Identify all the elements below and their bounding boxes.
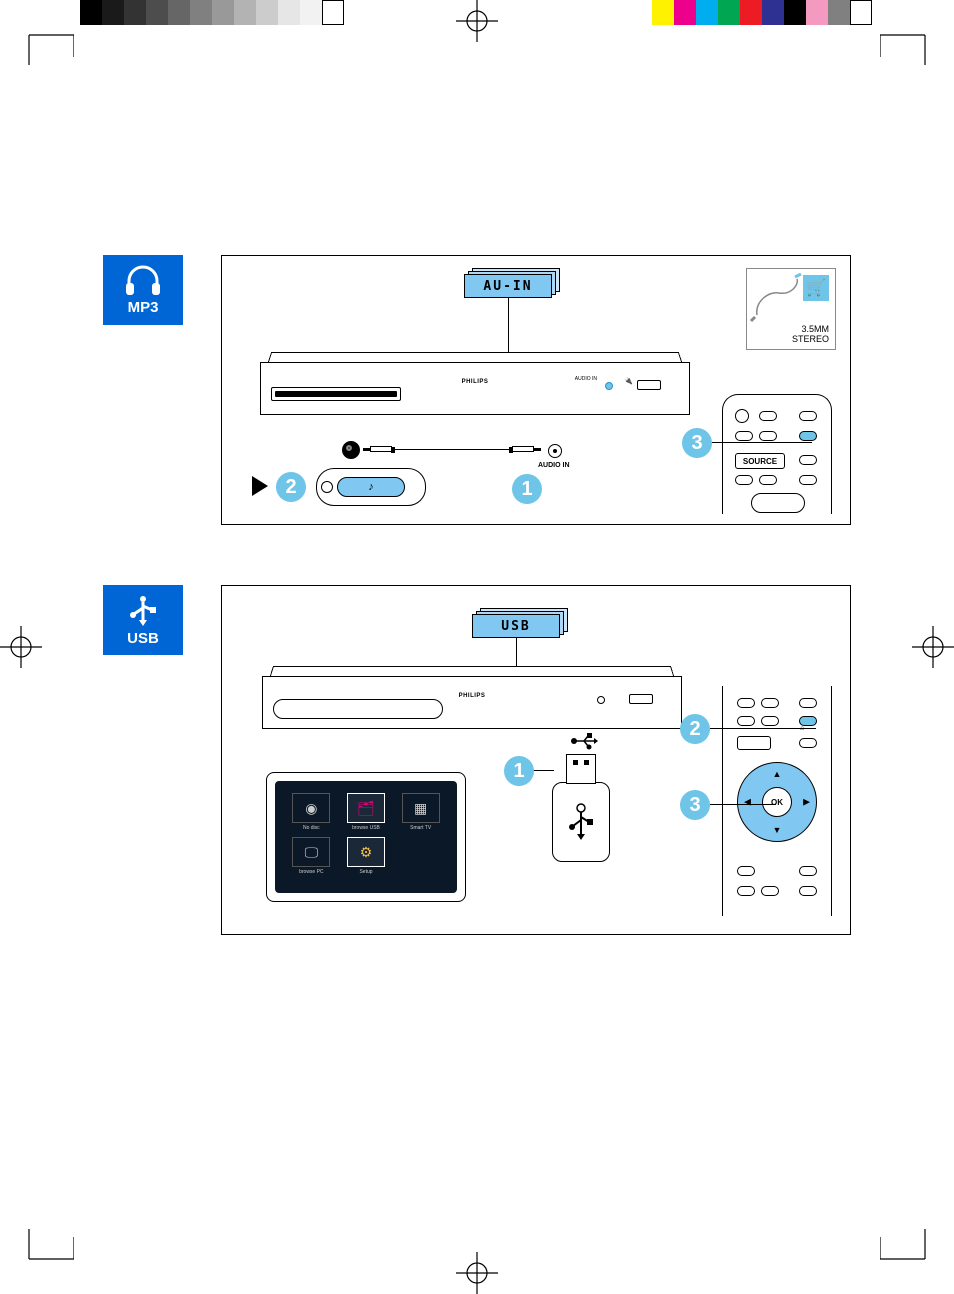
player-brand-usb: PHILIPS <box>459 693 486 699</box>
remote-usb: ⌂ ▲ ▼ ◀ ▶ OK <box>722 686 832 916</box>
mp3-player-device: ♪ <box>316 468 426 506</box>
mp3-tag-label: MP3 <box>128 299 159 316</box>
cable-jack-left <box>370 446 392 452</box>
menu-smart-tv[interactable]: ▦ <box>402 793 440 823</box>
crop-br <box>880 1214 926 1260</box>
headphone-icon <box>123 265 163 297</box>
remote-home-button[interactable]: ⌂ <box>799 716 817 726</box>
registration-top <box>456 0 498 42</box>
menu-setup[interactable]: ⚙ <box>347 837 385 867</box>
mp3-panel: AU-IN 🛒 3.5MM STEREO PH <box>221 255 851 525</box>
player-unit: PHILIPS AUDIO IN 🔌 <box>260 350 690 415</box>
menu-browse-pc[interactable]: 🖵 <box>292 837 330 867</box>
player-brand: PHILIPS <box>462 379 489 385</box>
cart-icon: 🛒 <box>803 275 829 301</box>
usb-section: USB USB PHILIPS <box>103 585 851 935</box>
play-icon <box>252 476 268 496</box>
audio-in-label: AUDIO IN <box>538 462 570 469</box>
usb-step-1: 1 <box>504 756 534 786</box>
calibration-grayscale <box>80 0 344 25</box>
panel-audio-in-socket <box>548 444 562 458</box>
step-3-badge: 3 <box>682 428 712 458</box>
usb-drive <box>552 754 610 862</box>
menu-browse-usb[interactable]: 🗂 <box>347 793 385 823</box>
remote-mp3: SOURCE <box>722 394 832 514</box>
crop-bl <box>28 1214 74 1260</box>
device-jack-socket <box>342 441 360 459</box>
usb-trident-icon <box>123 594 163 628</box>
display-text: AU-IN <box>483 279 532 294</box>
usb-tag-label: USB <box>127 630 159 647</box>
remote-dpad[interactable]: ▲ ▼ ◀ ▶ OK <box>737 762 817 842</box>
player-unit-usb: PHILIPS <box>262 664 682 729</box>
usb-display-text: USB <box>501 619 530 634</box>
usb-tag: USB <box>103 585 183 655</box>
step-2-badge: 2 <box>276 472 306 502</box>
step-1-badge: 1 <box>512 474 542 504</box>
remote-source-shortcut[interactable] <box>799 431 817 441</box>
usb-step-3: 3 <box>680 790 710 820</box>
crop-tl <box>28 34 74 80</box>
crop-tr <box>880 34 926 80</box>
tv-menu: ◉No disc 🗂browse USB ▦Smart TV 🖵browse P… <box>266 772 466 902</box>
calibration-color <box>652 0 872 25</box>
mp3-section: MP3 AU-IN 🛒 3.5MM STEREO <box>103 255 851 525</box>
usb-step-2: 2 <box>680 714 710 744</box>
remote-ok-button[interactable]: OK <box>762 787 792 817</box>
menu-no-disc[interactable]: ◉ <box>292 793 330 823</box>
registration-left <box>0 626 42 668</box>
source-button[interactable]: SOURCE <box>735 453 785 469</box>
cable-jack-right <box>512 446 534 452</box>
usb-panel: USB PHILIPS <box>221 585 851 935</box>
registration-bottom <box>456 1252 498 1294</box>
usb-port-icon <box>570 732 600 753</box>
registration-right <box>912 626 954 668</box>
accessory-label: 3.5MM STEREO <box>792 325 829 345</box>
mp3-tag: MP3 <box>103 255 183 325</box>
accessory-box: 🛒 3.5MM STEREO <box>746 268 836 350</box>
